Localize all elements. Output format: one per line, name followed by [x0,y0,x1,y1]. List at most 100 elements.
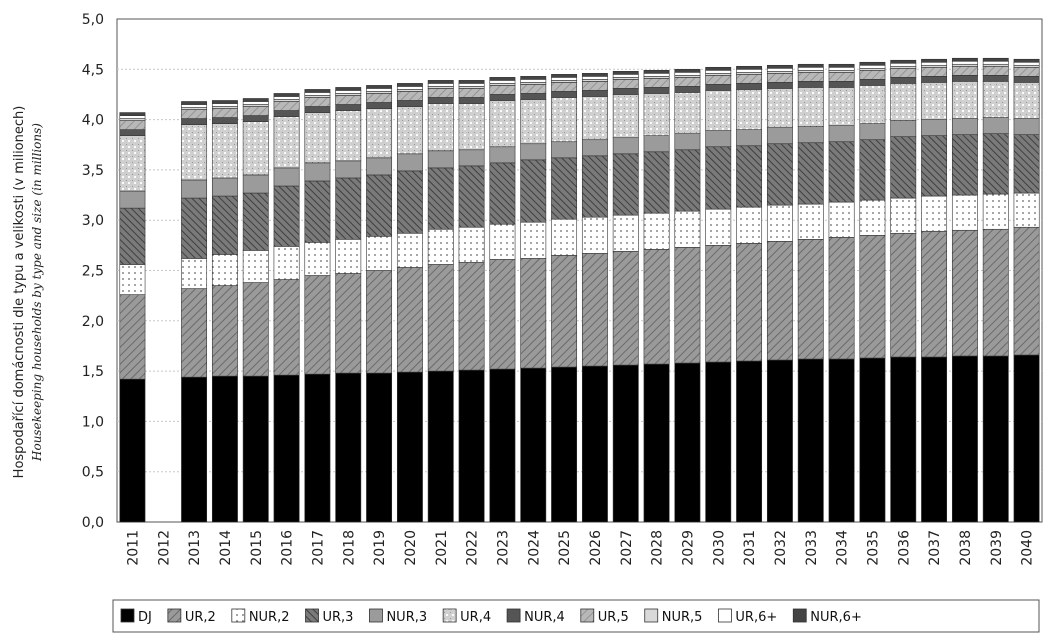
bar-segment [304,162,331,182]
bar-segment [427,228,454,265]
bar-segment [181,107,208,110]
bar-segment [551,255,578,368]
bar-segment [181,104,208,108]
bar-segment [211,108,238,118]
bar-segment [304,89,331,93]
bar-segment [242,104,269,107]
bar-segment [859,234,886,359]
bar-segment [273,246,300,280]
bar-segment [1013,82,1040,119]
bar-segment [982,65,1009,76]
bar-segment [921,58,948,63]
bar-segment [612,214,639,252]
bar-segment [674,362,701,523]
bar-segment [366,85,393,89]
x-tick-label: 2030 [711,530,727,566]
x-tick-label: 2022 [465,530,481,566]
bar-segment [612,137,639,155]
bar-segment [643,249,670,365]
legend-swatch [120,608,135,623]
x-tick-label: 2040 [1020,530,1036,566]
bar-segment [242,101,269,105]
y-tick-label: 2,5 [82,264,104,280]
bar-segment [304,106,331,113]
x-tick-label: 2038 [958,530,974,566]
bar-segment [859,123,886,141]
bar-segment [797,142,824,205]
bar-segment [366,91,393,94]
bar-segment [211,123,238,179]
bar-segment [859,357,886,523]
legend-label: NUR,3 [386,610,427,625]
bar-segment [1013,66,1040,77]
bar-segment [859,64,886,69]
bar-segment [304,97,331,107]
x-tick-label: 2014 [218,530,234,566]
bar-segment [643,212,670,250]
bar-segment [273,99,300,102]
legend-swatch [167,608,182,623]
bar-segment [736,83,763,90]
bar-segment [242,98,269,102]
bar-segment [921,356,948,523]
bar-segment [581,79,608,82]
bar-segment [766,64,793,69]
bar-segment [366,157,393,176]
bar-segment [1013,58,1040,63]
bar-segment [427,80,454,84]
x-tick-label: 2018 [341,530,357,566]
x-tick-label: 2039 [989,530,1005,566]
bar-segment [797,87,824,127]
bar-segment [736,89,763,130]
bar-segment [396,83,423,87]
bar-segment [396,170,423,234]
bar-segment [828,72,855,82]
x-tick-label: 2013 [187,530,203,566]
bar-segment [119,115,146,119]
bar-segment [982,60,1009,65]
bar-segment [674,92,701,134]
y-tick-label: 2,0 [82,314,104,330]
bar-segment [766,88,793,128]
bar-segment [890,120,917,138]
bar-segment [951,134,978,196]
bar-segment [828,358,855,523]
bar-segment [304,92,331,96]
bar-segment [674,75,701,78]
bar-segment [211,106,238,109]
bar-segment [612,88,639,95]
bar-segment [273,279,300,376]
bar-segment [427,370,454,523]
bar-segment [304,112,331,164]
x-tick-label: 2033 [804,530,820,566]
bar-segment [951,60,978,65]
bar-segment [828,66,855,71]
bar-segment [859,61,886,66]
bar-segment [551,218,578,256]
y-axis-label-en: Housekeeping households by type and size… [30,123,44,462]
bar-segment [489,94,516,101]
legend-swatch [792,608,807,623]
bar-segment [674,247,701,364]
bar-segment [1013,118,1040,135]
bar-segment [242,106,269,116]
bar-segment [335,110,362,162]
bar-segment [119,207,146,265]
bar-segment [859,67,886,71]
bar-segment [797,239,824,360]
legend-swatch [442,608,457,623]
legend-label: NUR,4 [524,610,565,625]
bar-segment [335,372,362,523]
bar-segment [335,95,362,105]
y-tick-label: 0,0 [82,515,104,531]
bar-segment [551,141,578,159]
bar-segment [982,228,1009,357]
bar-segment [458,97,485,104]
bar-segment [335,160,362,179]
bar-segment [396,100,423,107]
bar-segment [982,63,1009,67]
bar-segment [551,366,578,523]
bar-segment [551,80,578,83]
bar-segment [304,95,331,98]
legend-swatch [580,608,595,623]
